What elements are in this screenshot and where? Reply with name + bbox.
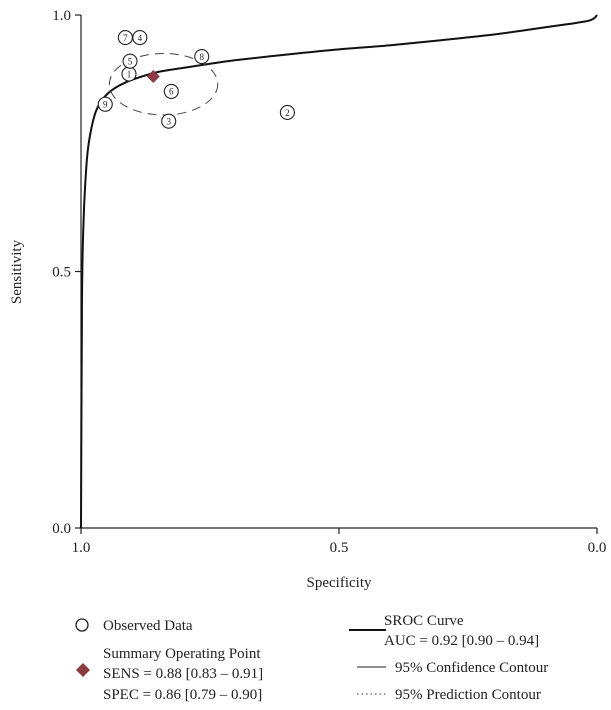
legend-summary-label: Summary Operating Point — [103, 646, 261, 662]
observed-point-5 — [122, 53, 138, 69]
confidence-contour — [108, 52, 219, 116]
observed-point-label: 9 — [103, 100, 108, 110]
x-tick-label: 0.0 — [588, 540, 607, 556]
observed-point-label: 6 — [169, 87, 174, 97]
observed-point-label: 5 — [128, 56, 133, 66]
observed-point-label: 4 — [138, 33, 143, 43]
legend-spec-text: SPEC = 0.86 [0.79 – 0.90] — [103, 687, 262, 703]
legend-summary-marker — [76, 663, 90, 677]
sroc-curve — [80, 14, 598, 529]
x-tick-label: 0.5 — [330, 540, 349, 556]
observed-point-3 — [161, 113, 177, 129]
legend-observed-label: Observed Data — [103, 618, 193, 634]
y-tick-label: 0.5 — [52, 265, 71, 281]
x-axis-label: Specificity — [307, 575, 372, 591]
summary-operating-point — [146, 70, 160, 84]
legend-observed-marker — [75, 618, 89, 632]
y-tick-label: 0.0 — [52, 521, 71, 537]
legend-prediction-label: 95% Prediction Contour — [395, 687, 541, 703]
legend-auc-text: AUC = 0.92 [0.90 – 0.94] — [384, 633, 539, 649]
legend: Observed Data Summary Operating Point SE… — [75, 613, 548, 703]
observed-point-2 — [279, 104, 295, 121]
observed-point-label: 7 — [123, 33, 128, 43]
y-tick-label: 1.0 — [52, 8, 71, 24]
x-tick-label: 1.0 — [72, 540, 91, 556]
legend-sroc-label: SROC Curve — [384, 613, 464, 629]
observed-point-9 — [97, 96, 113, 112]
observed-point-6 — [163, 83, 179, 99]
observed-point-label: 2 — [285, 108, 290, 118]
y-axis-label: Sensitivity — [9, 239, 25, 304]
observed-point-8 — [194, 49, 210, 65]
axis-ticks: 1.0 0.5 0.0 0.0 0.5 1.0 — [52, 8, 606, 556]
legend-sens-text: SENS = 0.88 [0.83 – 0.91] — [103, 666, 263, 682]
observed-point-label: 3 — [166, 116, 171, 126]
observed-point-label: 1 — [127, 69, 132, 79]
observed-point-7 — [117, 30, 133, 46]
observed-points: 1 2 3 4 5 6 7 8 9 — [97, 30, 295, 129]
observed-point-label: 8 — [199, 52, 204, 62]
legend-confidence-label: 95% Confidence Contour — [395, 660, 548, 676]
